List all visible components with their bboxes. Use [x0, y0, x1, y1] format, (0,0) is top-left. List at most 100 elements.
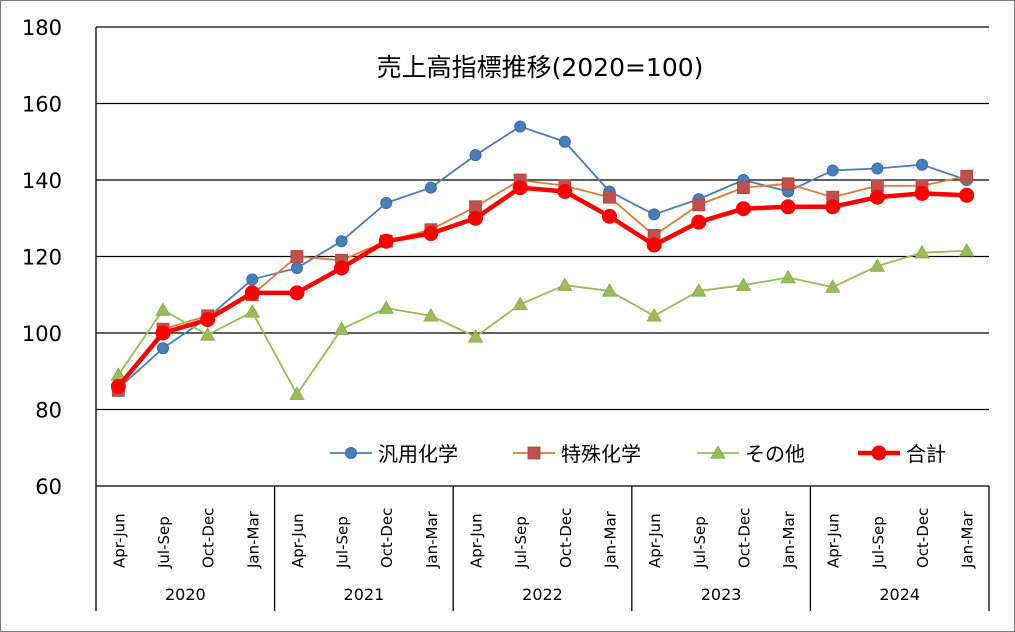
series-layer	[110, 120, 975, 400]
data-point	[244, 304, 260, 318]
data-point	[110, 379, 126, 395]
quarter-label: Oct-Dec	[200, 508, 218, 568]
data-point	[735, 277, 752, 291]
legend: 汎用化学 特殊化学 その他 合計	[330, 442, 946, 466]
data-point	[469, 149, 482, 162]
data-point	[826, 164, 839, 177]
legend-label: 汎用化学	[378, 442, 458, 466]
quarter-label: Apr-Jun	[646, 513, 664, 568]
data-point	[557, 183, 573, 199]
quarter-label: Apr-Jun	[825, 513, 843, 568]
y-tick-label: 140	[22, 169, 62, 193]
legend-label: 合計	[906, 442, 946, 466]
data-point	[155, 325, 171, 341]
data-point	[646, 307, 662, 322]
quarter-label: Apr-Jun	[468, 513, 486, 568]
data-point	[423, 307, 439, 322]
data-point	[825, 279, 841, 293]
data-point	[735, 201, 751, 217]
year-label: 2020	[165, 585, 206, 604]
data-point	[557, 277, 573, 291]
quarter-label: Jan-Mar	[601, 510, 619, 569]
data-point	[916, 158, 929, 171]
data-point	[333, 321, 350, 335]
data-point	[871, 162, 884, 175]
quarter-label: Oct-Dec	[914, 508, 932, 568]
data-point	[246, 273, 259, 286]
series-3	[110, 242, 975, 400]
data-point	[244, 285, 260, 301]
series-4	[110, 180, 975, 395]
data-point	[290, 250, 304, 263]
data-point	[199, 327, 216, 341]
data-point	[691, 214, 707, 230]
data-point	[603, 190, 616, 204]
legend-item: 特殊化学	[513, 442, 641, 466]
quarter-label: Jul-Sep	[691, 516, 709, 569]
y-tick-label: 160	[22, 93, 62, 117]
data-point	[960, 169, 974, 183]
quarter-label: Jul-Sep	[155, 516, 173, 569]
data-point	[378, 233, 394, 249]
series-line	[117, 249, 967, 396]
data-point	[155, 302, 171, 316]
data-point	[737, 181, 750, 195]
data-point	[380, 196, 393, 209]
grid-layer	[95, 26, 989, 487]
legend-label: その他	[745, 442, 805, 466]
chart-title: 売上高指標推移(2020=100)	[377, 53, 704, 82]
data-point	[334, 260, 350, 276]
data-point	[691, 283, 707, 297]
quarter-label: Apr-Jun	[110, 513, 128, 568]
legend-marker	[527, 446, 541, 460]
data-point	[780, 269, 796, 284]
legend-marker	[345, 447, 357, 459]
y-tick-labels: 60 80 100 120 140 160 180	[22, 16, 62, 499]
data-point	[692, 198, 706, 212]
data-point	[424, 181, 437, 194]
data-point	[869, 258, 886, 272]
data-point	[558, 135, 571, 148]
data-point	[914, 244, 930, 259]
data-point	[781, 177, 795, 191]
series-line	[117, 125, 967, 390]
data-point	[512, 180, 528, 196]
quarter-label: Apr-Jun	[289, 513, 307, 568]
year-label: 2023	[701, 585, 742, 604]
quarter-label: Oct-Dec	[557, 508, 575, 568]
legend-item: その他	[697, 442, 805, 466]
data-point	[290, 261, 303, 274]
category-axis: Apr-Jun Jul-Sep Oct-Dec Jan-Mar Apr-Jun Jul-S…	[95, 486, 990, 611]
data-point	[378, 300, 394, 314]
data-point	[825, 199, 841, 215]
data-point	[289, 386, 305, 400]
data-point	[646, 237, 662, 253]
data-point	[601, 208, 617, 224]
quarter-label: Jan-Mar	[780, 510, 798, 569]
year-label: 2024	[879, 585, 920, 604]
quarter-label: Oct-Dec	[378, 508, 396, 568]
data-point	[200, 312, 216, 328]
quarter-label: Jan-Mar	[244, 510, 262, 569]
data-point	[958, 242, 975, 257]
legend-item: 汎用化学	[330, 442, 458, 466]
legend-marker	[710, 445, 726, 459]
data-point	[156, 342, 169, 355]
y-tick-label: 180	[22, 16, 62, 40]
y-tick-label: 120	[22, 246, 62, 270]
data-point	[335, 235, 348, 248]
y-tick-label: 60	[35, 475, 62, 499]
data-point	[512, 296, 528, 310]
series-line	[117, 175, 967, 391]
year-label: 2022	[522, 585, 563, 604]
data-point	[289, 285, 305, 301]
data-point	[780, 199, 796, 215]
quarter-label: Jul-Sep	[512, 516, 530, 569]
data-point	[959, 187, 975, 203]
quarter-label: Oct-Dec	[735, 508, 753, 568]
data-point	[601, 283, 618, 297]
data-point	[423, 226, 439, 242]
